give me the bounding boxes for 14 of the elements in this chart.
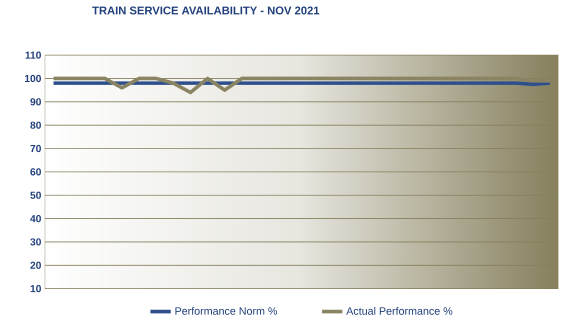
y-tick-label: 90	[30, 98, 41, 106]
y-tick-label: 80	[30, 122, 41, 129]
legend-label: Actual Performance %	[346, 307, 452, 315]
y-tick-label: 100	[25, 75, 41, 82]
y-tick-label: 50	[30, 192, 41, 199]
y-tick-label: 10	[30, 285, 41, 292]
y-tick-label: 70	[30, 145, 41, 152]
y-tick-label: 60	[30, 168, 41, 176]
y-tick-label: 20	[30, 262, 41, 270]
y-tick-label: 30	[30, 238, 41, 246]
y-tick-label: 110	[26, 52, 41, 59]
y-tick-label: 40	[30, 215, 41, 222]
legend-label: Performance Norm %	[175, 307, 278, 315]
chart-title: TRAIN SERVICE AVAILABILITY - NOV 2021	[92, 6, 320, 15]
